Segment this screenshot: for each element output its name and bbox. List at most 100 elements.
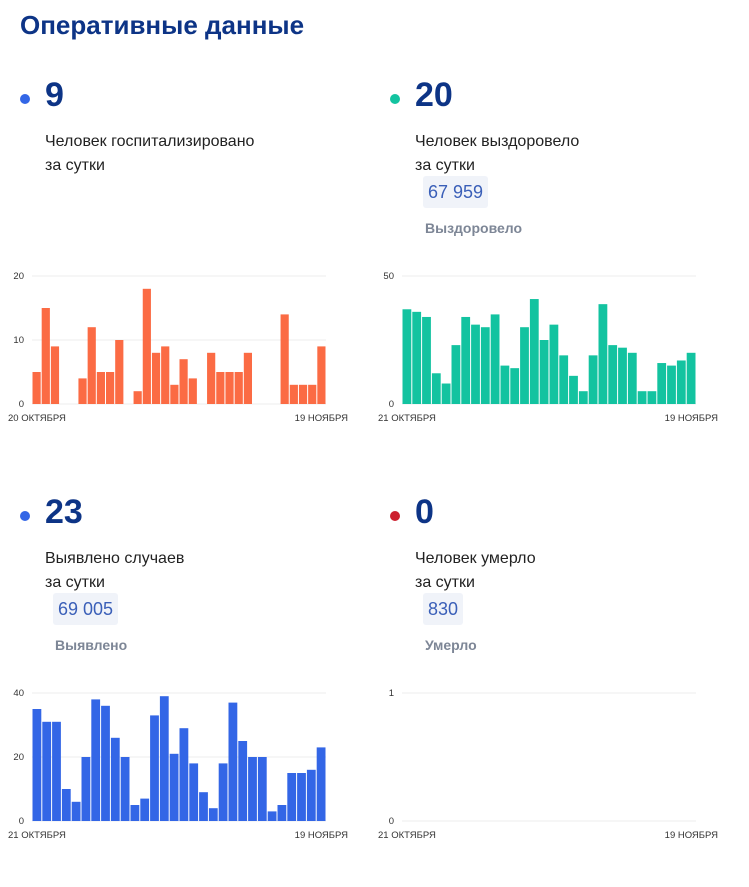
bar [207,352,216,404]
recovered-chart: 0 50 21 ОКТЯБРЯ 19 НОЯБРЯ [378,271,718,424]
bar [81,757,91,821]
description-line: за сутки [415,574,475,591]
bar [686,352,696,404]
bar [657,363,667,404]
y-tick-label: 40 [13,688,24,699]
bar [199,792,208,821]
x-start-label: 21 ОКТЯБРЯ [378,830,436,841]
description-line: Человек умерло [415,550,536,567]
bar [78,378,87,404]
deaths-chart: 0 1 21 ОКТЯБРЯ 19 НОЯБРЯ [378,688,718,841]
bar [308,384,317,404]
bar [133,391,142,404]
description-line: Выявлено случаев [45,550,185,567]
bar [316,747,326,821]
deaths-dot-icon [390,511,400,521]
bar [500,365,510,404]
y-tick-label: 50 [383,271,394,282]
bar [539,340,549,404]
bar [471,324,480,404]
recovered-dot-icon [390,94,400,104]
bar [618,347,627,404]
bar [248,757,257,821]
card-detected: 23 Выявлено случаев за сутки 69 005 Выяв… [8,487,380,887]
bar [188,378,197,404]
bar [91,699,101,821]
bar [71,801,81,821]
hospitalized-description: Человек госпитализировано за сутки [45,130,345,178]
y-tick-label: 20 [13,752,24,763]
bar [32,372,41,404]
bar [549,324,559,404]
bar [490,314,500,404]
bar [228,702,238,821]
page-title: Оперативные данные [20,10,305,40]
recovered-total: 67 959 [423,176,489,208]
x-start-label: 20 ОКТЯБРЯ [8,413,66,424]
bar [588,355,598,404]
bar [142,288,151,404]
bar [159,696,169,821]
bar [647,391,657,404]
bar [216,372,225,404]
card-deaths: 0 Человек умерло за сутки 830 Умерло 0 1 2… [378,487,749,887]
bar [298,384,308,404]
description-line: Человек госпитализировано [45,133,255,150]
deaths-total-label: Умерло [425,637,477,653]
bar [169,753,179,821]
x-end-label: 19 НОЯБРЯ [665,413,718,424]
bar [179,359,188,404]
bar [402,309,412,404]
bar [412,311,422,404]
description-line: за сутки [45,574,105,591]
y-tick-label: 0 [19,399,24,410]
bar [627,352,637,404]
x-end-label: 19 НОЯБРЯ [295,830,348,841]
bar [578,391,588,404]
bar [32,709,42,821]
detected-dot-icon [20,511,30,521]
bar [676,360,686,404]
bar [277,805,287,821]
bar [422,316,431,404]
bar [280,314,289,404]
y-tick-label: 1 [389,688,394,699]
bar [243,352,252,404]
bar [431,373,441,404]
detected-chart: 0 20 40 21 ОКТЯБРЯ 19 НОЯБРЯ [8,688,348,841]
detected-value: 23 [45,493,83,531]
deaths-total: 830 [423,593,464,625]
y-tick-label: 10 [13,335,24,346]
bar [234,372,243,404]
hospitalized-dot-icon [20,94,30,104]
card-hospitalized: 9 Человек госпитализировано за сутки 0 10… [8,70,380,470]
detected-total-label: Выявлено [55,637,128,653]
bar [150,715,159,821]
bar [115,340,124,404]
detected-total: 69 005 [53,593,119,625]
bar [140,798,150,821]
bar [289,384,298,404]
deaths-value: 0 [415,493,434,531]
x-start-label: 21 ОКТЯБРЯ [8,830,66,841]
bar [559,355,569,404]
description-line: за сутки [45,157,105,174]
bar [510,368,520,404]
recovered-description: Человек выздоровело за сутки [415,130,715,178]
bar [257,757,267,821]
bar [637,391,647,404]
x-start-label: 21 ОКТЯБРЯ [378,413,436,424]
bar [52,721,61,821]
bar [529,299,539,404]
deaths-description: Человек умерло за сутки [415,547,715,595]
recovered-total-label: Выздоровело [425,220,523,236]
bar [461,316,471,404]
bar [106,372,115,404]
x-end-label: 19 НОЯБРЯ [665,830,718,841]
bar [287,773,297,821]
x-end-label: 19 НОЯБРЯ [295,413,348,424]
description-line: Человек выздоровело [415,133,580,150]
bar [41,308,50,404]
bar [208,808,218,821]
bar [218,763,228,821]
